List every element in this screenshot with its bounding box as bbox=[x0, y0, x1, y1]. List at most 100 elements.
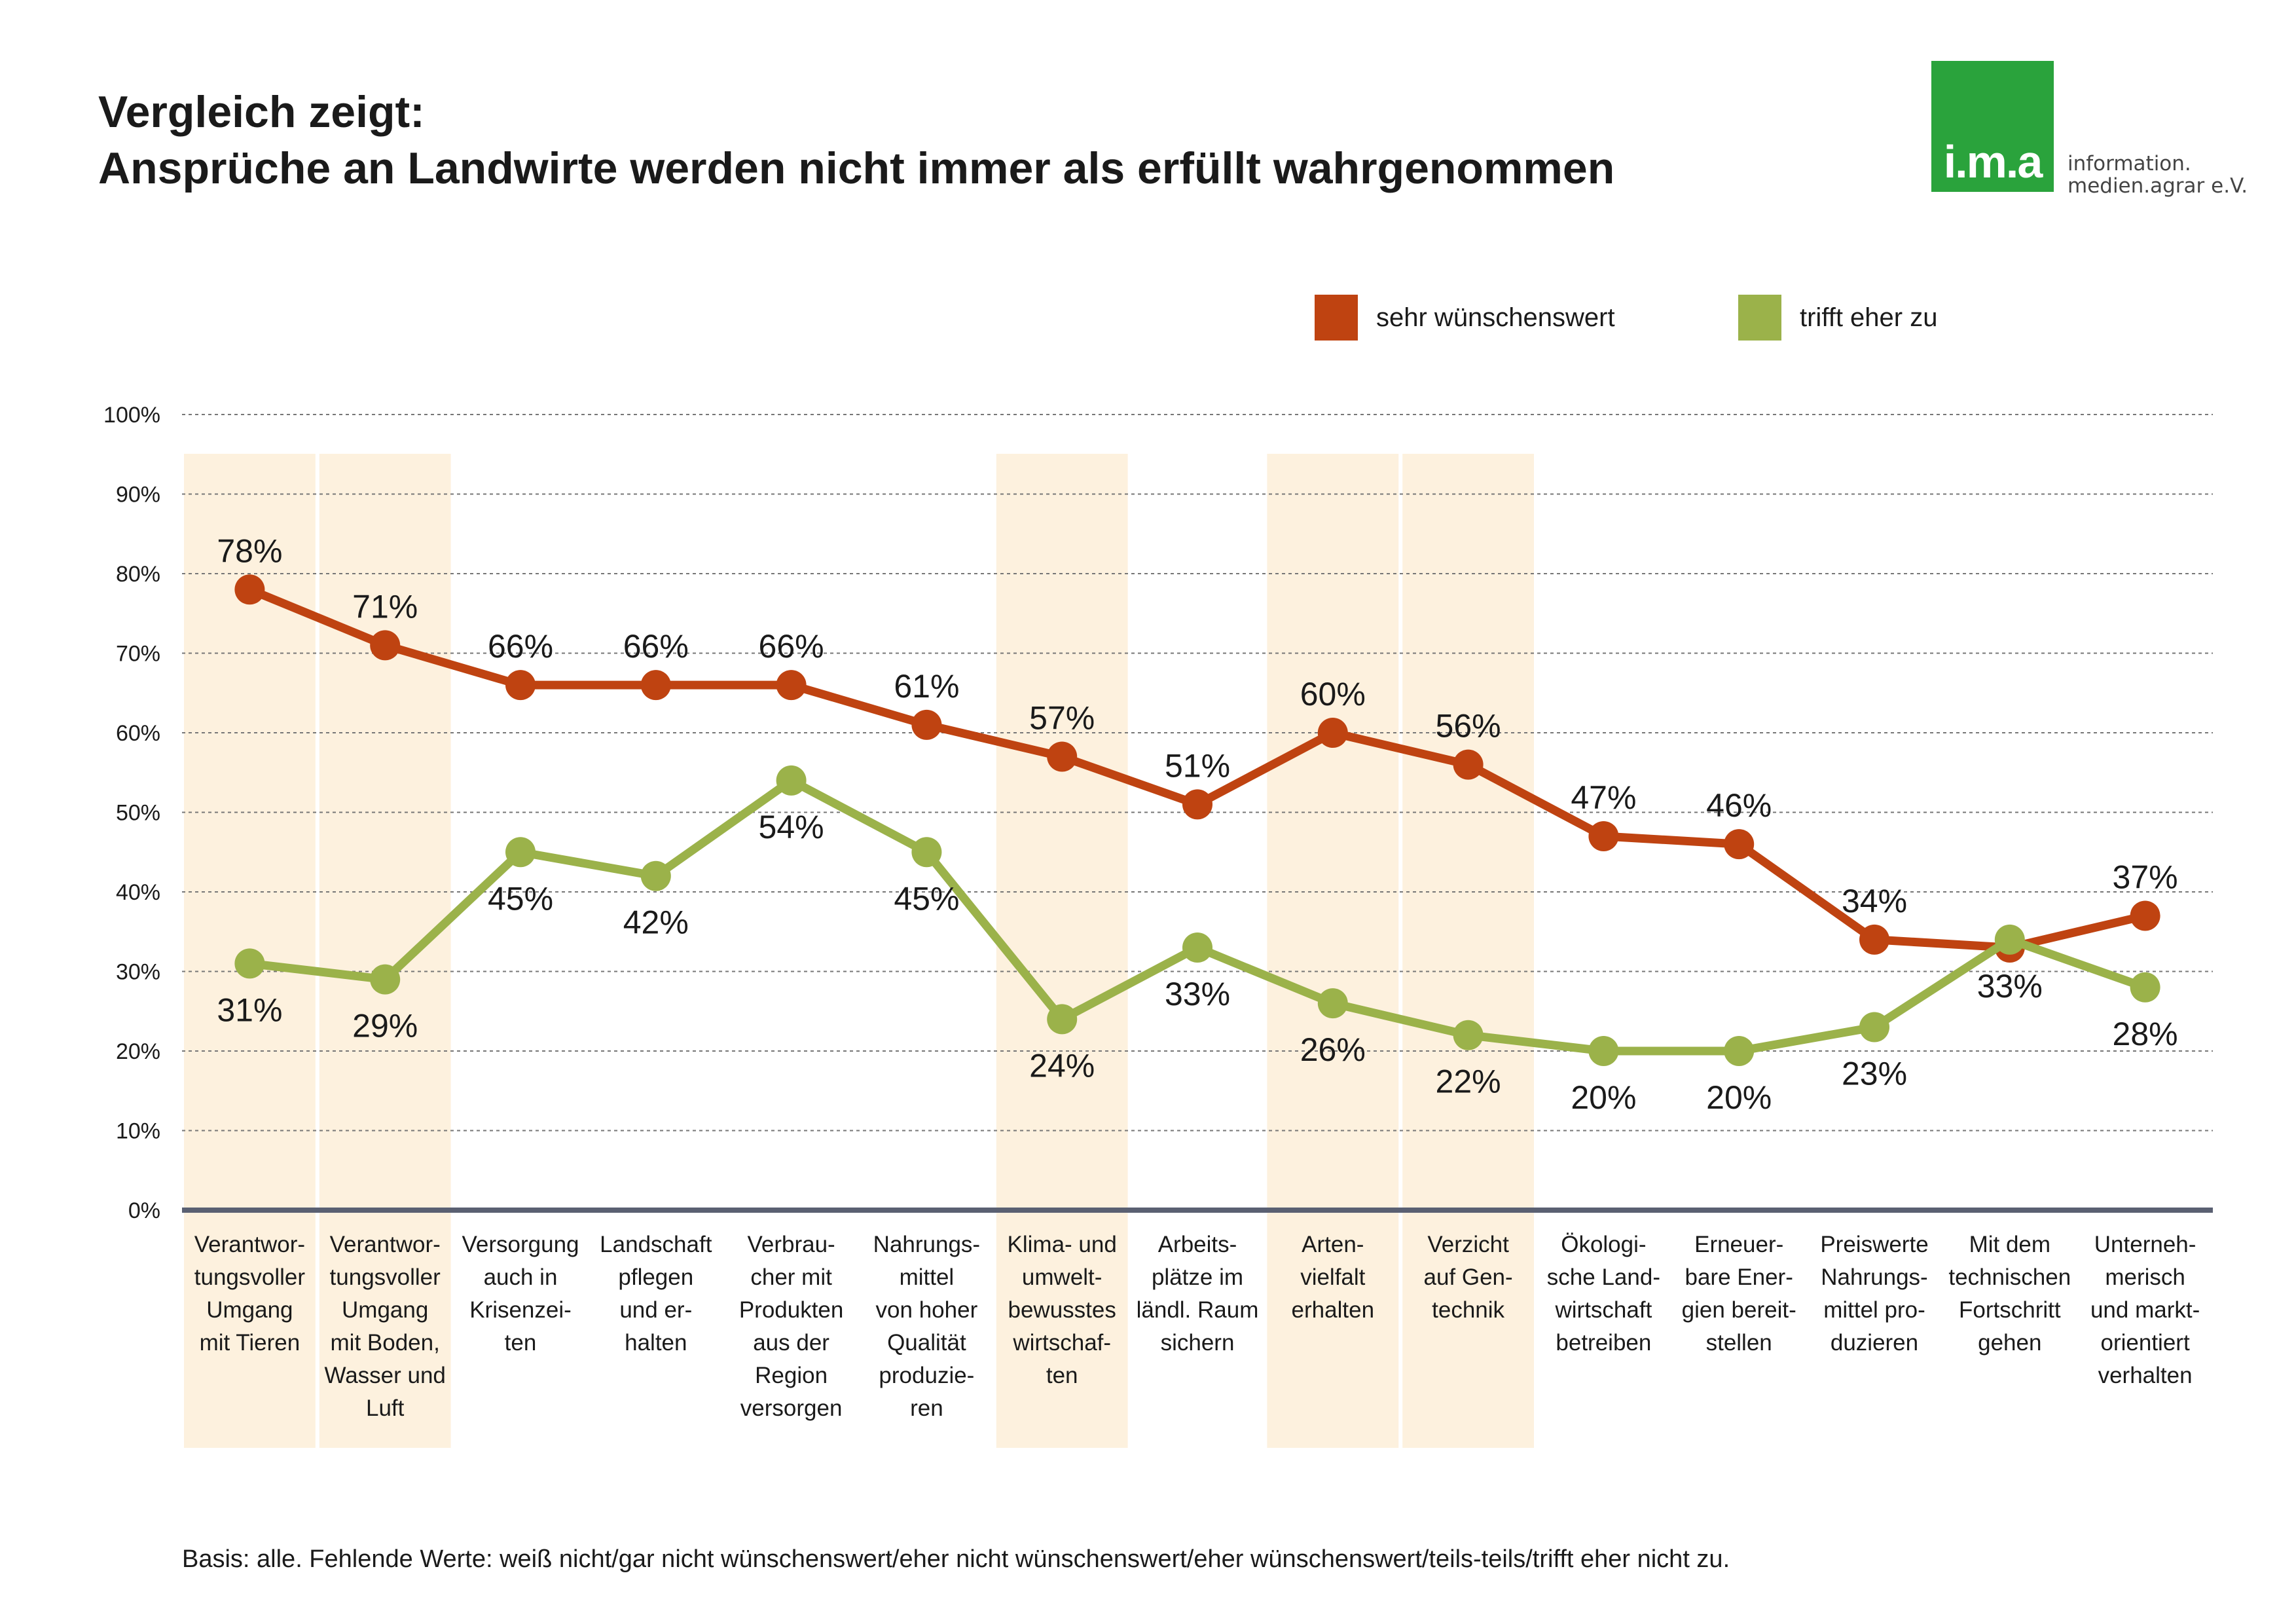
logo-sub-line-1: information. bbox=[2068, 152, 2191, 175]
series-1-point-7 bbox=[1182, 789, 1212, 820]
series-1-point-2 bbox=[505, 670, 536, 701]
series-1-data-label-7: 51% bbox=[1165, 747, 1230, 784]
series-2-data-label-1: 29% bbox=[352, 1008, 418, 1044]
series-1-point-0 bbox=[234, 574, 265, 605]
series-2-data-label-10: 20% bbox=[1571, 1079, 1636, 1116]
series-2-point-5 bbox=[911, 837, 942, 868]
series-1-data-label-5: 61% bbox=[894, 668, 959, 705]
series-2-point-14 bbox=[2130, 972, 2160, 1003]
highlight-column-8 bbox=[1267, 454, 1399, 1448]
series-1-data-label-3: 66% bbox=[623, 628, 689, 665]
legend-label-series-1: sehr wünschenswert bbox=[1376, 303, 1615, 332]
y-tick-label-8: 80% bbox=[116, 562, 160, 587]
series-2-point-12 bbox=[1859, 1012, 1889, 1043]
series-2-point-11 bbox=[1724, 1036, 1755, 1066]
series-1-data-label-4: 66% bbox=[759, 628, 824, 665]
chart-title: Vergleich zeigt: Ansprüche an Landwirte … bbox=[98, 84, 1614, 196]
series-1-data-label-8: 60% bbox=[1300, 676, 1366, 712]
series-2-data-label-12: 23% bbox=[1842, 1056, 1907, 1092]
series-1-data-label-6: 57% bbox=[1029, 699, 1095, 736]
series-1-data-label-14: 37% bbox=[2113, 858, 2178, 895]
series-2-data-label-11: 20% bbox=[1706, 1079, 1772, 1116]
y-tick-label-2: 20% bbox=[116, 1039, 160, 1064]
title-line-2: Ansprüche an Landwirte werden nicht imme… bbox=[98, 143, 1615, 193]
category-label-14: Unterneh- merisch und markt- orientiert … bbox=[2090, 1232, 2200, 1388]
series-2-point-7 bbox=[1182, 932, 1212, 963]
series-2-point-6 bbox=[1047, 1004, 1078, 1035]
series-1-point-5 bbox=[911, 709, 942, 740]
series-2-point-13 bbox=[1994, 924, 2025, 955]
series-2-data-label-9: 22% bbox=[1436, 1063, 1501, 1100]
series-1-point-6 bbox=[1047, 741, 1078, 772]
logo-sub-line-2: medien.agrar e.V. bbox=[2068, 174, 2248, 198]
series-2-data-label-3: 42% bbox=[623, 904, 689, 941]
series-2-data-label-13: 33% bbox=[1977, 968, 2043, 1005]
series-2-point-0 bbox=[234, 948, 265, 979]
legend-swatch-series-2 bbox=[1738, 295, 1781, 341]
legend-swatch-series-1 bbox=[1315, 295, 1358, 341]
series-2-point-1 bbox=[370, 964, 401, 995]
category-label-1: Verantwor- tungsvoller Umgang mit Boden,… bbox=[324, 1232, 446, 1421]
y-tick-label-5: 50% bbox=[116, 801, 160, 826]
series-2-data-label-0: 31% bbox=[217, 991, 282, 1028]
highlight-column-1 bbox=[319, 454, 451, 1448]
category-label-7: Arbeits- plätze im ländl. Raum sichern bbox=[1136, 1232, 1259, 1356]
category-label-5: Nahrungs- mittel von hoher Qualität prod… bbox=[873, 1232, 981, 1421]
series-1-point-10 bbox=[1588, 821, 1619, 851]
series-1-point-8 bbox=[1317, 718, 1348, 748]
category-label-6: Klima- und umwelt- bewusstes wirtschaf- … bbox=[1007, 1232, 1117, 1388]
footnote: Basis: alle. Fehlende Werte: weiß nicht/… bbox=[182, 1545, 1730, 1573]
category-label-11: Erneuer- bare Ener- gien bereit- stellen bbox=[1681, 1232, 1796, 1356]
y-tick-label-0: 0% bbox=[128, 1198, 160, 1223]
legend-item-series-1: sehr wünschenswert bbox=[1315, 295, 1615, 341]
series-2-data-label-14: 28% bbox=[2113, 1016, 2178, 1052]
series-1-data-label-9: 56% bbox=[1436, 708, 1501, 745]
series-1-data-label-10: 47% bbox=[1571, 779, 1636, 816]
highlight-column-6 bbox=[996, 454, 1128, 1448]
series-2-data-label-8: 26% bbox=[1300, 1031, 1366, 1068]
series-1-data-label-2: 66% bbox=[488, 628, 553, 665]
y-tick-label-1: 10% bbox=[116, 1119, 160, 1144]
series-2-point-2 bbox=[505, 837, 536, 868]
category-label-12: Preiswerte Nahrungs- mittel pro- duziere… bbox=[1820, 1232, 1929, 1356]
series-1-data-label-0: 78% bbox=[217, 532, 282, 569]
series-2-point-9 bbox=[1453, 1020, 1484, 1050]
series-1-point-1 bbox=[370, 630, 401, 661]
series-1-data-label-1: 71% bbox=[352, 588, 418, 625]
series-2-data-label-6: 24% bbox=[1029, 1047, 1095, 1084]
series-2-point-3 bbox=[640, 860, 671, 891]
series-1-data-label-11: 46% bbox=[1706, 787, 1772, 824]
ima-logo: i.m.a bbox=[1931, 61, 2054, 192]
highlight-column-9 bbox=[1402, 454, 1534, 1448]
series-2-data-label-2: 45% bbox=[488, 880, 553, 917]
category-label-2: Versorgung auch in Krisenzei- ten bbox=[462, 1232, 579, 1356]
series-1-point-9 bbox=[1453, 749, 1484, 780]
y-tick-label-7: 70% bbox=[116, 642, 160, 667]
series-1-point-11 bbox=[1724, 829, 1755, 860]
logo-text: i.m.a bbox=[1943, 136, 2043, 187]
title-line-1: Vergleich zeigt: bbox=[98, 87, 425, 137]
series-1-data-label-12: 34% bbox=[1842, 883, 1907, 919]
series-2-point-10 bbox=[1588, 1036, 1619, 1066]
series-1-point-3 bbox=[640, 670, 671, 701]
y-tick-label-6: 60% bbox=[116, 721, 160, 746]
series-2-data-label-5: 45% bbox=[894, 880, 959, 917]
y-tick-label-3: 30% bbox=[116, 960, 160, 985]
y-tick-label-10: 100% bbox=[103, 403, 160, 428]
category-label-4: Verbrau- cher mit Produkten aus der Regi… bbox=[738, 1232, 844, 1421]
series-1-point-4 bbox=[776, 670, 807, 701]
series-2-point-4 bbox=[776, 765, 807, 796]
series-1-point-12 bbox=[1859, 924, 1889, 955]
category-label-3: Landschaft pflegen und er- halten bbox=[600, 1232, 712, 1356]
series-1-point-14 bbox=[2130, 900, 2160, 931]
logo-subtitle: information. medien.agrar e.V. bbox=[2068, 153, 2248, 197]
legend-item-series-2: trifft eher zu bbox=[1738, 295, 1937, 341]
category-label-0: Verantwor- tungsvoller Umgang mit Tieren bbox=[194, 1232, 306, 1356]
series-2-data-label-7: 33% bbox=[1165, 976, 1230, 1012]
series-2-data-label-4: 54% bbox=[759, 809, 824, 845]
category-label-9: Verzicht auf Gen- technik bbox=[1423, 1232, 1513, 1323]
series-2-point-8 bbox=[1317, 988, 1348, 1019]
category-label-8: Arten- vielfalt erhalten bbox=[1291, 1232, 1375, 1323]
y-tick-label-4: 40% bbox=[116, 880, 160, 905]
